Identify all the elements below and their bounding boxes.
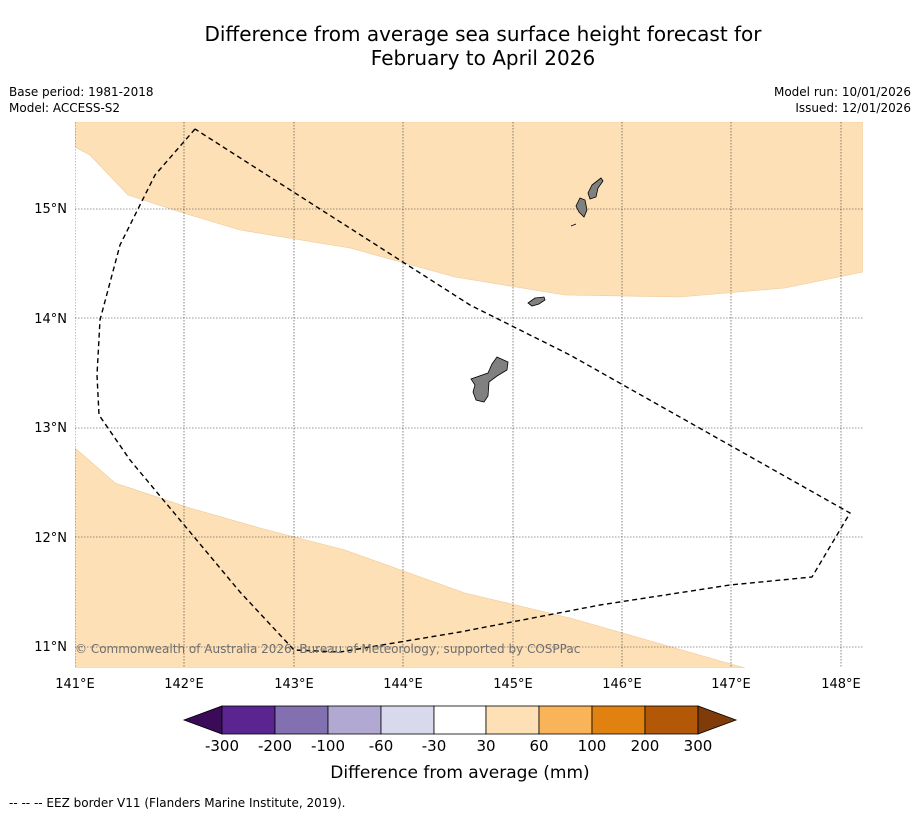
island-saipan bbox=[587, 177, 604, 200]
colorbar-tick-label: -30 bbox=[422, 737, 447, 755]
colorbar-tick-label: 60 bbox=[529, 737, 548, 755]
base-period: Base period: 1981-2018 bbox=[9, 85, 154, 99]
chart-title: Difference from average sea surface heig… bbox=[0, 22, 919, 70]
lon-tick-label: 147°E bbox=[711, 677, 751, 692]
lat-tick-label: 15°N bbox=[34, 202, 67, 217]
lat-tick-label: 11°N bbox=[34, 640, 67, 655]
colorbar-segment bbox=[644, 705, 699, 735]
lon-tick-label: 146°E bbox=[602, 677, 642, 692]
colorbar-tick-label: -300 bbox=[205, 737, 239, 755]
colorbar-segment bbox=[591, 705, 646, 735]
colorbar-segment bbox=[485, 705, 540, 735]
eez-legend-note: -- -- -- EEZ border V11 (Flanders Marine… bbox=[9, 796, 346, 810]
title-line-1: Difference from average sea surface heig… bbox=[204, 22, 762, 46]
colorbar-segment bbox=[327, 705, 382, 735]
meta-left: Base period: 1981-2018 Model: ACCESS-S2 bbox=[9, 84, 154, 116]
lon-tick-label: 148°E bbox=[821, 677, 861, 692]
colorbar-segment bbox=[433, 705, 487, 735]
colorbar-segment bbox=[380, 705, 435, 735]
colorbar-high-arrow bbox=[697, 705, 738, 735]
lat-tick-label: 14°N bbox=[34, 312, 67, 327]
colorbar-segment bbox=[538, 705, 593, 735]
title-line-2: February to April 2026 bbox=[370, 46, 596, 70]
colorbar-tick-labels: -300 -200 -100 -60 -30 30 60 100 200 300 bbox=[205, 737, 712, 755]
colorbar bbox=[182, 705, 738, 735]
lon-tick-label: 144°E bbox=[383, 677, 423, 692]
islands bbox=[470, 177, 604, 403]
lat-tick-label: 12°N bbox=[34, 531, 67, 546]
eez-border bbox=[96, 128, 851, 653]
copyright-notice: © Commonwealth of Australia 2026, Bureau… bbox=[75, 642, 580, 656]
lon-tick-label: 141°E bbox=[55, 677, 95, 692]
gridlines bbox=[75, 122, 863, 668]
colorbar-segment bbox=[221, 705, 276, 735]
model-run: Model run: 10/01/2026 bbox=[773, 85, 911, 99]
lon-tick-label: 145°E bbox=[493, 677, 533, 692]
model-name: Model: ACCESS-S2 bbox=[9, 101, 121, 115]
colorbar-tick-label: 100 bbox=[578, 737, 607, 755]
lon-tick-label: 142°E bbox=[164, 677, 204, 692]
island-tinian bbox=[575, 197, 588, 218]
colorbar-tick-label: -100 bbox=[311, 737, 345, 755]
lat-tick-label: 13°N bbox=[34, 421, 67, 436]
colorbar-title: Difference from average (mm) bbox=[330, 763, 589, 783]
colorbar-segment bbox=[274, 705, 329, 735]
colorbar-tick-label: 30 bbox=[476, 737, 495, 755]
island-rota bbox=[527, 296, 546, 307]
meta-right: Model run: 10/01/2026 Issued: 12/01/2026 bbox=[774, 84, 911, 116]
island-aguijan bbox=[570, 223, 577, 227]
colorbar-tick-label: 300 bbox=[684, 737, 713, 755]
lat-tick-labels: 15°N 14°N 13°N 12°N 11°N bbox=[34, 202, 67, 655]
island-guam bbox=[470, 356, 509, 403]
shaded-region-south bbox=[75, 447, 746, 668]
colorbar-tick-label: -200 bbox=[258, 737, 292, 755]
colorbar-tick-label: 200 bbox=[631, 737, 660, 755]
issued-date: Issued: 12/01/2026 bbox=[795, 101, 911, 115]
lon-tick-label: 143°E bbox=[274, 677, 314, 692]
colorbar-tick-label: -60 bbox=[369, 737, 394, 755]
lon-tick-labels: 141°E 142°E 143°E 144°E 145°E 146°E 147°… bbox=[55, 677, 861, 692]
colorbar-low-arrow bbox=[182, 705, 223, 735]
